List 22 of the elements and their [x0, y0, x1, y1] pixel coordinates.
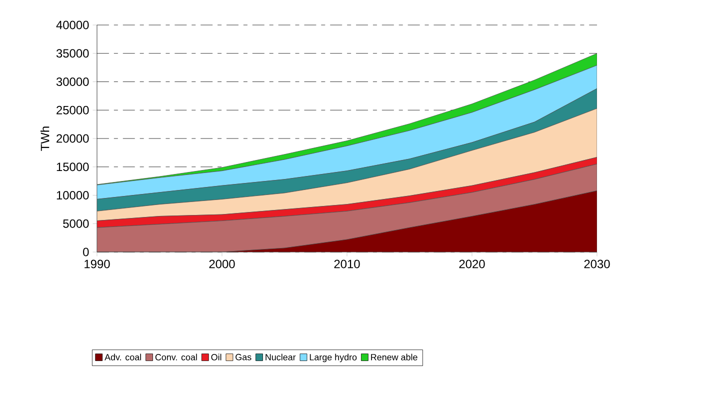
x-tick-label: 2000: [209, 260, 235, 268]
y-tick-label: 0: [83, 248, 89, 256]
y-tick-label: 40000: [56, 20, 89, 30]
y-tick-label: 35000: [56, 49, 89, 58]
x-tick-label: 2010: [334, 260, 360, 268]
y-tick-label: 30000: [56, 78, 89, 86]
x-tick-label: 1990: [84, 260, 110, 268]
x-tick-label: 2030: [584, 260, 610, 268]
legend-label: Gas: [236, 354, 252, 360]
legend-label: Conv. coal: [155, 354, 197, 360]
y-tick-label: 25000: [56, 106, 89, 114]
y-tick-label: 20000: [56, 134, 89, 143]
legend-label: Adv. coal: [104, 354, 141, 360]
legend-label: Nuclear: [266, 354, 296, 360]
legend-label: Renew able: [371, 354, 418, 360]
y-tick-label: 15000: [56, 162, 89, 172]
y-tick-label: 10000: [56, 191, 89, 200]
legend-label: Oil: [211, 354, 222, 360]
y-tick-label: 5000: [63, 219, 89, 228]
x-tick-label: 2020: [459, 260, 485, 268]
y-axis-title: TWh: [40, 126, 50, 151]
legend-label: Large hydro: [310, 354, 357, 362]
